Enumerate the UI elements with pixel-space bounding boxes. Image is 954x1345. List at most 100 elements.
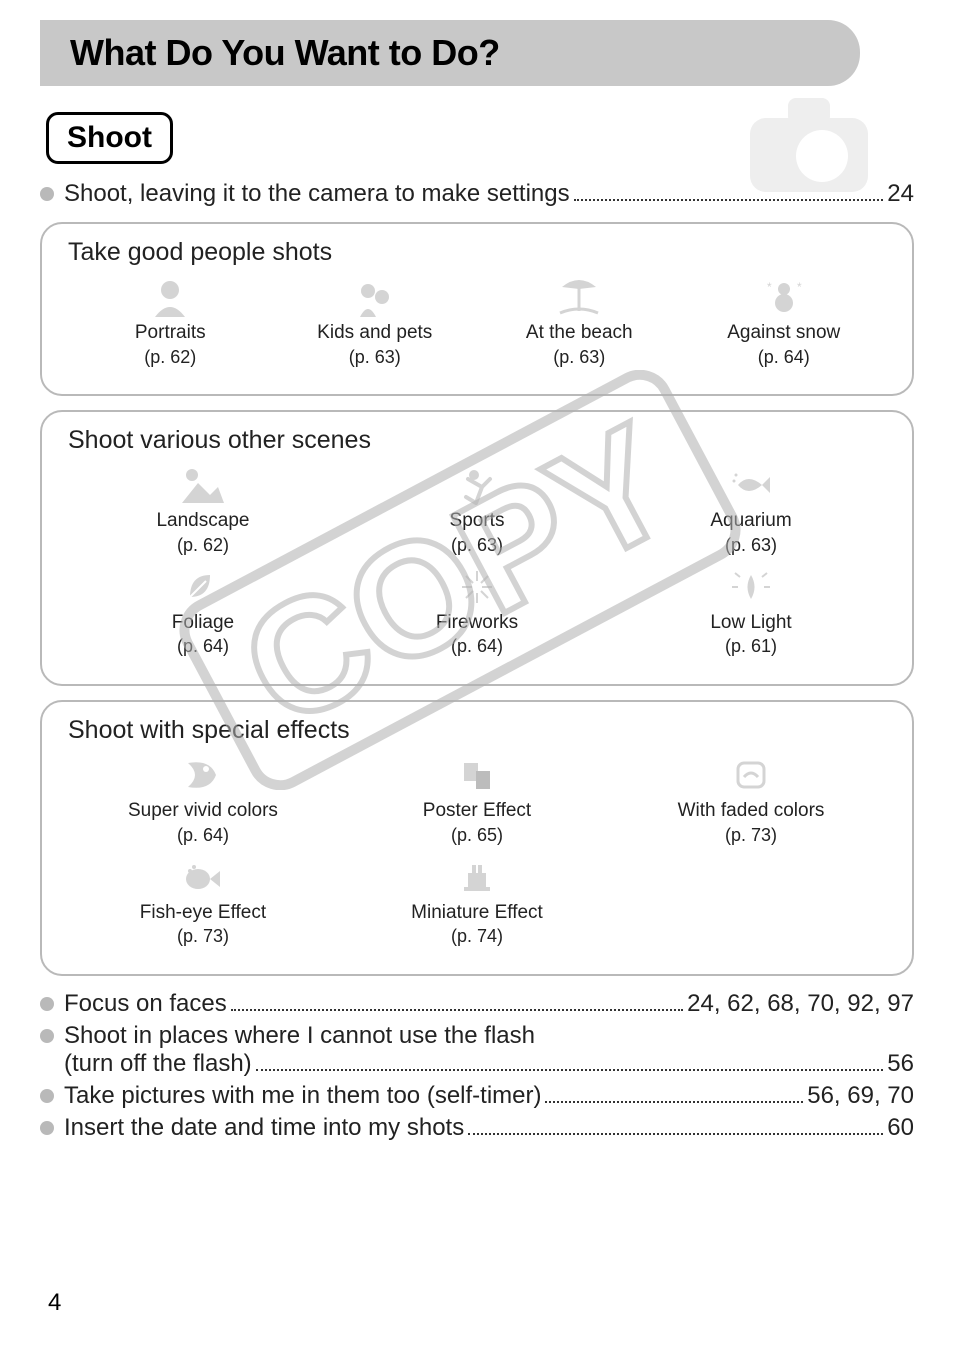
bullet-icon — [40, 1121, 54, 1135]
scene-item-faded[interactable]: With faded colors (p. 73) — [616, 753, 886, 848]
scene-label: Poster Effect — [423, 800, 531, 821]
scene-item-beach[interactable]: At the beach (p. 63) — [477, 275, 682, 370]
scene-page: (p. 62) — [144, 347, 196, 367]
panel-effects: Shoot with special effects Super vivid c… — [40, 700, 914, 976]
scene-item-kids[interactable]: Kids and pets (p. 63) — [273, 275, 478, 370]
scene-label: Against snow — [727, 322, 840, 343]
scene-grid: Landscape (p. 62) Sports (p. 63) Aquariu… — [68, 463, 886, 666]
scene-item-fireworks[interactable]: Fireworks (p. 64) — [342, 565, 612, 660]
toc-text-line1: Shoot in places where I cannot use the f… — [64, 1022, 535, 1050]
page-title: What Do You Want to Do? — [70, 32, 830, 74]
scene-page: (p. 64) — [177, 825, 229, 845]
scene-label: Super vivid colors — [128, 800, 278, 821]
scene-item-portraits[interactable]: Portraits (p. 62) — [68, 275, 273, 370]
aquarium-icon — [616, 463, 886, 507]
scene-label: Fireworks — [436, 612, 518, 633]
title-banner: What Do You Want to Do? — [40, 20, 860, 86]
toc-pages: 60 — [887, 1114, 914, 1142]
scene-label: Fish-eye Effect — [140, 902, 266, 923]
scene-label: Sports — [450, 510, 505, 531]
toc-row-focus-faces[interactable]: Focus on faces 24, 62, 68, 70, 92, 97 — [34, 990, 914, 1018]
fireworks-icon — [342, 565, 612, 609]
scene-label: Aquarium — [710, 510, 791, 531]
panel-title: Take good people shots — [68, 238, 886, 267]
scene-label: Portraits — [135, 322, 206, 343]
miniature-icon — [342, 855, 612, 899]
toc-text: Insert the date and time into my shots — [64, 1114, 464, 1142]
scene-item-snow[interactable]: ** Against snow (p. 64) — [682, 275, 887, 370]
scene-page: (p. 62) — [177, 535, 229, 555]
panel-other-scenes: Shoot various other scenes Landscape (p.… — [40, 410, 914, 686]
page-number: 4 — [48, 1289, 61, 1317]
scene-label: Miniature Effect — [411, 902, 543, 923]
scene-label: Landscape — [156, 510, 249, 531]
toc-row-self-timer[interactable]: Take pictures with me in them too (self-… — [34, 1082, 914, 1110]
scene-label: With faded colors — [678, 800, 825, 821]
scene-item-vivid[interactable]: Super vivid colors (p. 64) — [68, 753, 338, 848]
scene-label: Kids and pets — [317, 322, 432, 343]
scene-item-empty — [616, 855, 886, 950]
landscape-icon — [68, 463, 338, 507]
svg-text:*: * — [797, 280, 802, 294]
toc-text: Shoot, leaving it to the camera to make … — [64, 180, 570, 208]
scene-page: (p. 73) — [177, 926, 229, 946]
snow-icon: ** — [682, 275, 887, 319]
sports-icon — [342, 463, 612, 507]
bullet-icon — [40, 187, 54, 201]
scene-item-aquarium[interactable]: Aquarium (p. 63) — [616, 463, 886, 558]
bullet-icon — [40, 997, 54, 1011]
toc-row-date-time[interactable]: Insert the date and time into my shots 6… — [34, 1114, 914, 1142]
panel-title: Shoot various other scenes — [68, 426, 886, 455]
scene-grid: Super vivid colors (p. 64) Poster Effect… — [68, 753, 886, 956]
toc-row-intro[interactable]: Shoot, leaving it to the camera to make … — [34, 180, 914, 208]
panel-title: Shoot with special effects — [68, 716, 886, 745]
toc-row-no-flash[interactable]: Shoot in places where I cannot use the f… — [34, 1022, 914, 1078]
beach-icon — [477, 275, 682, 319]
lowlight-icon — [616, 565, 886, 609]
scene-item-miniature[interactable]: Miniature Effect (p. 74) — [342, 855, 612, 950]
scene-page: (p. 73) — [725, 825, 777, 845]
scene-page: (p. 64) — [177, 636, 229, 656]
faded-icon — [616, 753, 886, 797]
vivid-icon — [68, 753, 338, 797]
scene-label: Foliage — [172, 612, 234, 633]
scene-item-fisheye[interactable]: Fish-eye Effect (p. 73) — [68, 855, 338, 950]
scene-grid: Portraits (p. 62) Kids and pets (p. 63) … — [68, 275, 886, 376]
scene-page: (p. 74) — [451, 926, 503, 946]
scene-page: (p. 64) — [451, 636, 503, 656]
scene-page: (p. 63) — [451, 535, 503, 555]
scene-page: (p. 63) — [553, 347, 605, 367]
leader-dots — [256, 1069, 884, 1071]
scene-page: (p. 61) — [725, 636, 777, 656]
scene-item-sports[interactable]: Sports (p. 63) — [342, 463, 612, 558]
toc-text: Take pictures with me in them too (self-… — [64, 1082, 541, 1110]
leader-dots — [545, 1101, 803, 1103]
leader-dots — [574, 199, 884, 201]
scene-page: (p. 63) — [725, 535, 777, 555]
scene-label: At the beach — [526, 322, 633, 343]
toc-text: Focus on faces — [64, 990, 227, 1018]
toc-pages: 24 — [887, 180, 914, 208]
svg-text:*: * — [767, 280, 772, 294]
poster-icon — [342, 753, 612, 797]
scene-item-landscape[interactable]: Landscape (p. 62) — [68, 463, 338, 558]
scene-item-lowlight[interactable]: Low Light (p. 61) — [616, 565, 886, 660]
scene-page: (p. 63) — [349, 347, 401, 367]
section-label-shoot: Shoot — [46, 112, 173, 164]
bullet-icon — [40, 1029, 54, 1043]
portrait-icon — [68, 275, 273, 319]
scene-item-foliage[interactable]: Foliage (p. 64) — [68, 565, 338, 660]
kids-icon — [273, 275, 478, 319]
toc-pages: 24, 62, 68, 70, 92, 97 — [687, 990, 914, 1018]
toc-text-line2: (turn off the flash) — [64, 1050, 252, 1078]
scene-page: (p. 65) — [451, 825, 503, 845]
scene-item-poster[interactable]: Poster Effect (p. 65) — [342, 753, 612, 848]
bullet-icon — [40, 1089, 54, 1103]
panel-people-shots: Take good people shots Portraits (p. 62)… — [40, 222, 914, 396]
fisheye-icon — [68, 855, 338, 899]
toc-pages: 56, 69, 70 — [807, 1082, 914, 1110]
leader-dots — [231, 1009, 683, 1011]
foliage-icon — [68, 565, 338, 609]
scene-label: Low Light — [710, 612, 791, 633]
toc-pages: 56 — [887, 1050, 914, 1078]
